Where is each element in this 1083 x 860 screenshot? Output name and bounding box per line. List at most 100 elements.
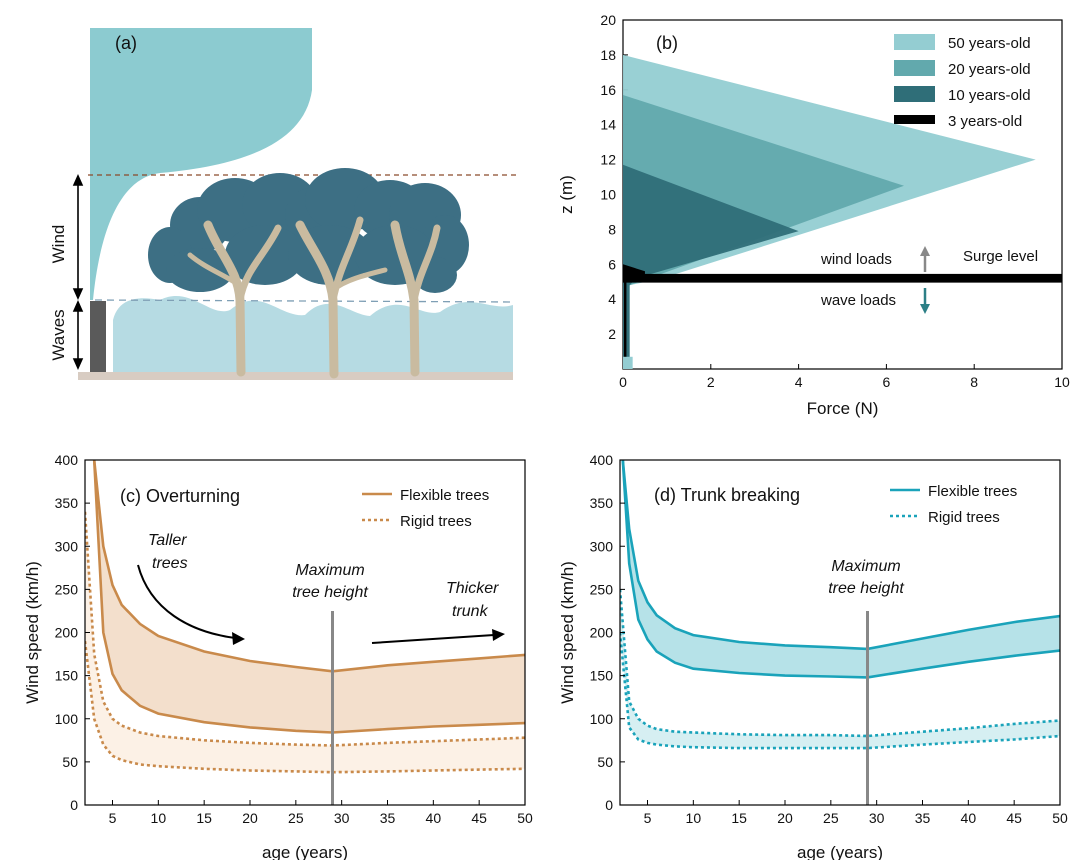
sea-wall: [90, 301, 106, 372]
legend-swatch-0: [894, 34, 935, 50]
panel-c-x-tick-label: 35: [380, 810, 396, 826]
legend-swatch-1: [894, 60, 935, 76]
force-area-3-years-old-top: [623, 264, 645, 282]
band-rigid-trees: [85, 511, 525, 773]
panel-d-y-tick-label: 0: [605, 797, 613, 813]
panel-d-x-tick-label: 35: [915, 810, 931, 826]
legend-label-flexible: Flexible trees: [400, 487, 489, 504]
panel-a-schematic: (a) Wind Waves: [49, 28, 518, 380]
panel-c-plot-area: [85, 460, 525, 774]
wind-loads-label: wind loads: [820, 251, 892, 268]
legend-label-rigid: Rigid trees: [928, 509, 1000, 526]
force-area-10-years-old: [623, 164, 799, 366]
panel-c-x-tick-label: 30: [334, 810, 350, 826]
panel-c-x-tick-label: 50: [517, 810, 533, 826]
wind-range-arrow: [72, 174, 84, 300]
panel-c-y-tick-label: 50: [62, 754, 78, 770]
panel-b-label: (b): [656, 33, 678, 53]
legend-label: 50 years-old: [948, 35, 1031, 52]
waves-label: Waves: [49, 309, 68, 360]
arrow-taller-trees-head: [232, 632, 245, 645]
panel-b-y-axis-label: z (m): [557, 175, 576, 214]
legend-label: 20 years-old: [948, 61, 1031, 78]
arrow-thicker-trunk-head: [492, 629, 505, 641]
panel-b-x-axis-label: Force (N): [807, 399, 879, 418]
line-flexible-trees-upper: [621, 460, 1060, 651]
panel-c-y-tick-label: 350: [55, 495, 79, 511]
panel-b-y-tick-label: 14: [600, 117, 616, 133]
force-area-3-years-old: [623, 273, 1062, 283]
wind-loads-arrowhead: [920, 246, 930, 256]
panel-d-label: (d) Trunk breaking: [654, 485, 800, 505]
panel-d-chart: 5 10 15 20 25 30 35 40 45 50 0 50 100 150 200 250 300 350…: [558, 452, 1068, 860]
line-flexible-trees-lower: [92, 460, 525, 734]
panel-c-x-axis-label: age (years): [262, 843, 348, 860]
panel-d-y-tick-label: 300: [590, 538, 614, 554]
legend-label: 3 years-old: [948, 113, 1022, 130]
panel-c-y-tick-label: 400: [55, 452, 79, 468]
panel-c-y-tick-label: 300: [55, 538, 79, 554]
surge-line-a: [94, 299, 516, 303]
band-flexible-trees: [622, 460, 1060, 678]
panel-d-x-tick-label: 10: [686, 810, 702, 826]
panel-c-x-tick-label: 15: [196, 810, 212, 826]
tree-trunks: [187, 216, 441, 379]
waves-range-arrow: [72, 300, 84, 370]
panel-b-x-tick-label: 6: [883, 374, 891, 390]
panel-c-y-tick-label: 150: [55, 668, 79, 684]
panel-b-y-tick-label: 6: [608, 256, 616, 272]
panel-c-chart: 5 10 15 20 25 30 35 40 45 50 0 50 100 150 200 250 300 350…: [23, 452, 533, 860]
panel-c-x-tick-label: 10: [151, 810, 167, 826]
panel-a-label: (a): [115, 33, 137, 53]
line-flexible-trees-upper: [92, 460, 525, 673]
legend-label-rigid: Rigid trees: [400, 513, 472, 530]
panel-c-y-tick-label: 250: [55, 581, 79, 597]
band-flexible-trees: [94, 460, 525, 733]
panel-b-x-tick-label: 0: [619, 374, 627, 390]
line-flexible-trees-lower: [621, 460, 1060, 679]
panel-d-x-tick-label: 45: [1006, 810, 1022, 826]
panel-b-y-tick-label: 4: [608, 291, 616, 307]
panel-d-x-tick-label: 30: [869, 810, 885, 826]
legend-label: 10 years-old: [948, 87, 1031, 104]
panel-d-y-axis-label: Wind speed (km/h): [558, 561, 577, 704]
panel-c-x-tick-label: 20: [242, 810, 258, 826]
panel-d-y-tick-label: 100: [590, 711, 614, 727]
panel-b-y-tick-label: 10: [600, 187, 616, 203]
panel-d-x-tick-label: 5: [644, 810, 652, 826]
legend-label-flexible: Flexible trees: [928, 483, 1017, 500]
panel-b-y-tick-label: 20: [600, 12, 616, 28]
panel-c-y-tick-label: 0: [70, 797, 78, 813]
panel-c-y-axis-label: Wind speed (km/h): [23, 561, 42, 704]
legend-swatch-3: [894, 115, 935, 124]
panel-c-label: (c) Overturning: [120, 486, 240, 506]
panel-d-y-tick-label: 350: [590, 495, 614, 511]
panel-d-x-axis-label: age (years): [797, 843, 883, 860]
panel-d-x-tick-label: 15: [731, 810, 747, 826]
wave-loads-label: wave loads: [820, 292, 896, 309]
panel-d-x-tick-label: 25: [823, 810, 839, 826]
wave-fill: [113, 296, 513, 372]
panel-d-x-tick-label: 40: [961, 810, 977, 826]
panel-b-y-tick-label: 8: [608, 221, 616, 237]
arrow-taller-trees: [137, 564, 236, 639]
legend-swatch-2: [894, 86, 935, 102]
panel-b-y-tick-label: 16: [600, 82, 616, 98]
line-rigid-trees-lower: [85, 640, 525, 774]
ground: [78, 372, 513, 380]
line-rigid-trees-upper: [85, 511, 525, 747]
line-rigid-trees-lower: [620, 632, 1060, 750]
panel-b-x-tick-label: 10: [1054, 374, 1070, 390]
panel-b-y-tick-label: 12: [600, 152, 616, 168]
panel-d-y-tick-label: 250: [590, 581, 614, 597]
panel-b-y-tick-label: 2: [608, 326, 616, 342]
panel-b-chart: 0 2 4 6 8 10 2 4 6 8 10 12 14 16 18 20 50 years-old 20 ye…: [557, 12, 1070, 418]
panel-b-y-tick-label: 18: [600, 47, 616, 63]
arrow-thicker-trunk: [371, 634, 495, 644]
wind-label: Wind: [49, 225, 68, 264]
panel-d-y-tick-label: 200: [590, 625, 614, 641]
panel-c-x-tick-label: 5: [109, 810, 117, 826]
panel-d-x-tick-label: 50: [1052, 810, 1068, 826]
panel-b-x-tick-label: 2: [707, 374, 715, 390]
annotation-trees: trees: [152, 555, 188, 572]
